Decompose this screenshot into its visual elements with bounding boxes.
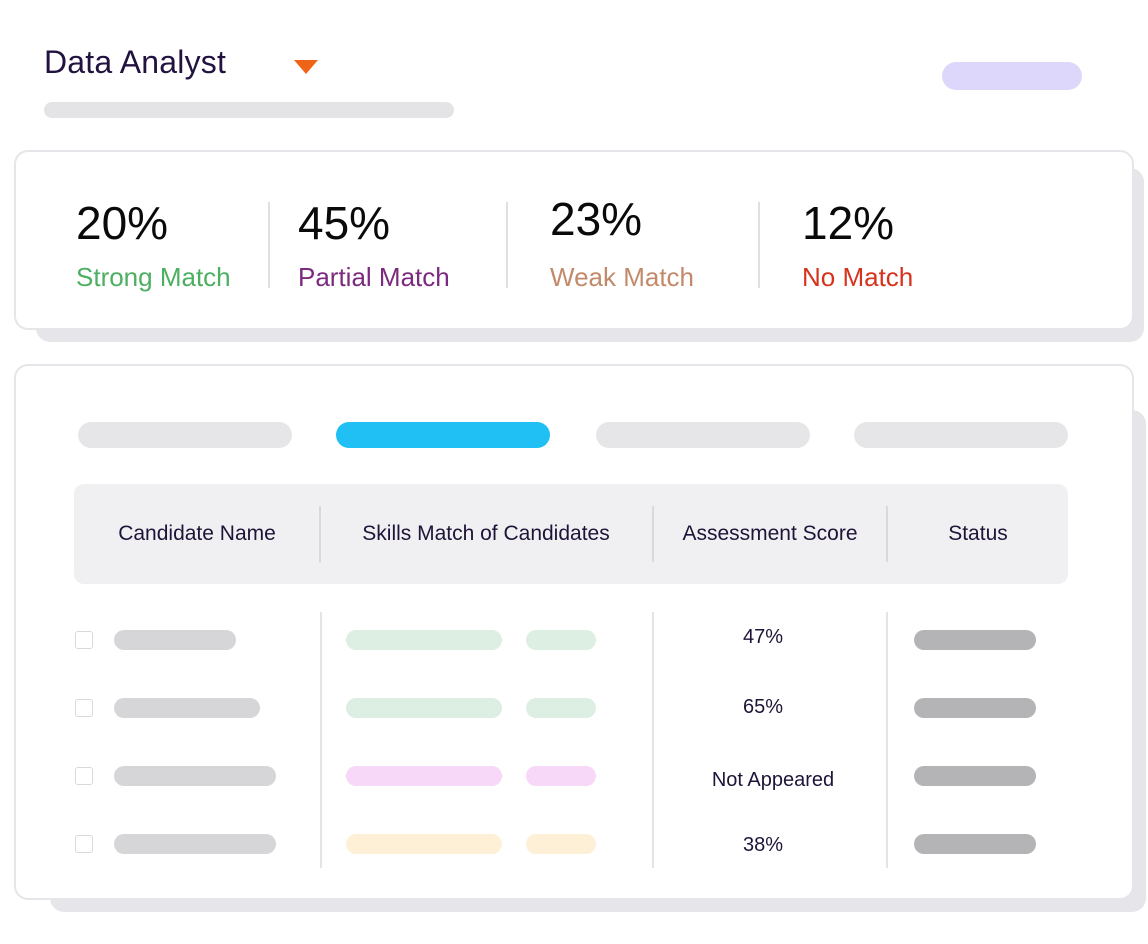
candidate-name-placeholder: [114, 766, 276, 786]
stat-value: 45%: [298, 197, 391, 249]
assessment-score: Not Appeared: [711, 769, 835, 791]
stat-value: 23%: [550, 193, 643, 245]
tab-1[interactable]: [78, 422, 292, 448]
status-placeholder: [914, 834, 1036, 854]
stat-divider: [268, 202, 270, 288]
stat-label: Strong Match: [76, 262, 231, 292]
match-stats-card: 20% Strong Match 45% Partial Match 23% W…: [14, 150, 1134, 330]
skills-bar: [346, 698, 502, 718]
tab-2-active[interactable]: [336, 422, 550, 448]
status-placeholder: [914, 698, 1036, 718]
row-checkbox[interactable]: [75, 767, 93, 785]
assessment-score: 65%: [742, 696, 784, 718]
stat-value: 12%: [802, 197, 895, 249]
header-candidate-name[interactable]: Candidate Name: [118, 522, 276, 545]
header-assessment-score[interactable]: Assessment Score: [682, 522, 858, 545]
stat-divider: [506, 202, 508, 288]
skills-tag: [526, 630, 596, 650]
stat-label: Weak Match: [550, 262, 695, 292]
stat-partial-match: 45% Partial Match: [298, 200, 450, 293]
stat-label: Partial Match: [298, 262, 450, 292]
header-action-pill[interactable]: [942, 62, 1082, 90]
candidate-name-placeholder: [114, 834, 276, 854]
header-separator: [652, 506, 654, 562]
header-status[interactable]: Status: [948, 522, 1008, 545]
stat-weak-match: 23% Weak Match: [550, 196, 694, 293]
column-divider: [652, 612, 654, 868]
column-divider: [320, 612, 322, 868]
assessment-score: 47%: [742, 626, 784, 648]
candidate-name-placeholder: [114, 630, 236, 650]
page-title[interactable]: Data Analyst: [44, 44, 227, 80]
skills-bar: [346, 834, 502, 854]
skills-tag: [526, 834, 596, 854]
header-separator: [886, 506, 888, 562]
skills-tag: [526, 766, 596, 786]
header-separator: [319, 506, 321, 562]
row-checkbox[interactable]: [75, 835, 93, 853]
stat-no-match: 12% No Match: [802, 200, 913, 293]
status-placeholder: [914, 630, 1036, 650]
row-checkbox[interactable]: [75, 631, 93, 649]
skills-bar: [346, 766, 502, 786]
stat-divider: [758, 202, 760, 288]
stat-label: No Match: [802, 262, 914, 292]
skills-bar: [346, 630, 502, 650]
tab-4[interactable]: [854, 422, 1068, 448]
subtitle-placeholder: [44, 102, 454, 118]
header-skills-match[interactable]: Skills Match of Candidates: [362, 522, 610, 545]
tab-3[interactable]: [596, 422, 810, 448]
skills-tag: [526, 698, 596, 718]
stat-value: 20%: [76, 197, 169, 249]
row-checkbox[interactable]: [75, 699, 93, 717]
stat-strong-match: 20% Strong Match: [76, 200, 231, 293]
caret-down-icon[interactable]: [294, 60, 318, 74]
status-placeholder: [914, 766, 1036, 786]
column-divider: [886, 612, 888, 868]
candidate-name-placeholder: [114, 698, 260, 718]
assessment-score: 38%: [742, 834, 784, 856]
table-header: Candidate Name Skills Match of Candidate…: [74, 484, 1068, 584]
